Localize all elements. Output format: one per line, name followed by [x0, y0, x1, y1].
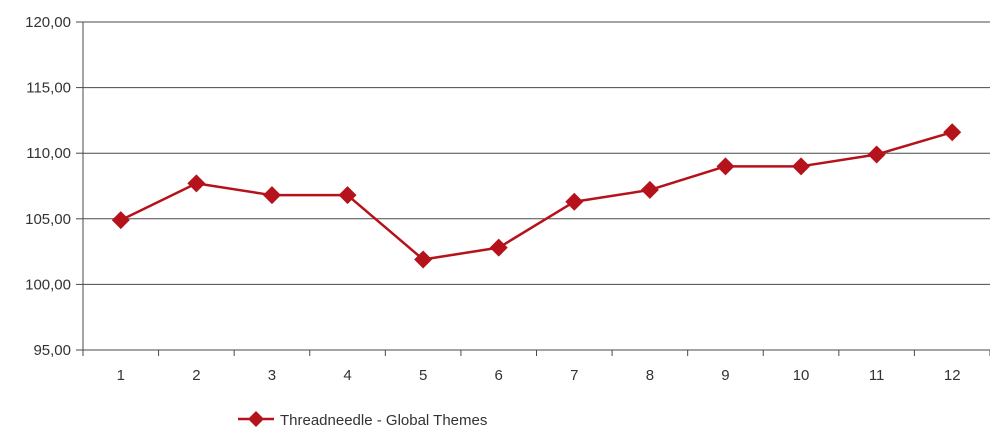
- data-point-marker: [414, 250, 433, 269]
- x-tick-label: 5: [419, 367, 427, 384]
- x-tick-label: 8: [646, 367, 654, 384]
- data-point-marker: [489, 238, 508, 257]
- y-tick-label: 95,00: [33, 342, 71, 359]
- data-point-marker: [565, 192, 584, 211]
- axes: [76, 21, 990, 356]
- y-tick-label: 120,00: [25, 14, 71, 31]
- gridlines: [83, 21, 990, 285]
- x-tick-label: 9: [721, 367, 729, 384]
- data-point-marker: [338, 186, 357, 205]
- y-tick-label: 105,00: [25, 211, 71, 228]
- series-layer: [111, 123, 962, 269]
- data-point-marker: [792, 157, 811, 176]
- x-tick-label: 1: [117, 367, 125, 384]
- legend-diamond-marker: [248, 411, 264, 427]
- x-tick-label: 11: [869, 367, 885, 384]
- x-tick-labels: 1 2 3 4 5 6 7 8 9 10 11 12: [117, 367, 961, 384]
- series-line: [120, 131, 953, 261]
- y-tick-label: 115,00: [26, 80, 71, 97]
- legend-series-label: Threadneedle - Global Themes: [280, 412, 487, 428]
- data-point-marker: [943, 123, 962, 142]
- data-point-marker: [640, 180, 659, 199]
- x-tick-label: 6: [495, 367, 503, 384]
- x-tick-label: 10: [793, 367, 810, 384]
- y-tick-labels: 95,00 100,00 105,00 110,00 115,00 120,00: [25, 14, 71, 359]
- x-tick-label: 4: [343, 367, 351, 384]
- data-point-marker: [867, 145, 886, 164]
- x-tick-label: 12: [944, 367, 961, 384]
- x-tick-label: 3: [268, 367, 276, 384]
- x-tick-label: 7: [570, 367, 578, 384]
- y-tick-label: 110,00: [26, 145, 71, 162]
- data-point-marker: [187, 174, 206, 193]
- data-point-marker: [716, 157, 735, 176]
- legend: Threadneedle - Global Themes: [238, 411, 487, 428]
- data-point-marker: [262, 186, 281, 205]
- data-point-marker: [111, 211, 130, 230]
- y-tick-label: 100,00: [25, 276, 71, 293]
- x-tick-label: 2: [192, 367, 200, 384]
